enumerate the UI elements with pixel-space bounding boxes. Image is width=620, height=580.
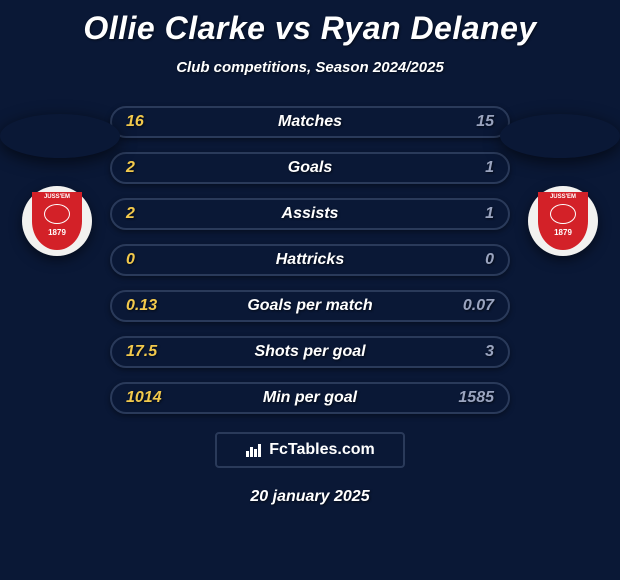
crest-top-text: JUSS'EM — [44, 194, 70, 200]
comparison-content: JUSS'EM 1879 JUSS'EM 1879 16 Matches 15 … — [0, 106, 620, 506]
crest-top-text: JUSS'EM — [550, 194, 576, 200]
stat-row: 17.5 Shots per goal 3 — [110, 336, 510, 368]
team-crest-left: JUSS'EM 1879 — [22, 186, 92, 256]
branding-text: FcTables.com — [269, 441, 375, 459]
stat-label: Shots per goal — [254, 343, 365, 361]
stat-row: 2 Goals 1 — [110, 152, 510, 184]
stat-value-left: 2 — [126, 205, 176, 223]
stat-value-left: 2 — [126, 159, 176, 177]
crest-circle-icon — [550, 204, 576, 224]
stat-row: 0.13 Goals per match 0.07 — [110, 290, 510, 322]
team-crest-right: JUSS'EM 1879 — [528, 186, 598, 256]
crest-circle-icon — [44, 204, 70, 224]
crest-shield-icon: JUSS'EM 1879 — [538, 192, 588, 250]
stat-value-right: 3 — [444, 343, 494, 361]
branding-badge: FcTables.com — [215, 432, 405, 468]
stat-value-left: 0 — [126, 251, 176, 269]
stat-value-right: 1585 — [444, 389, 494, 407]
crest-shield-icon: JUSS'EM 1879 — [32, 192, 82, 250]
stat-label: Assists — [282, 205, 339, 223]
stat-label: Goals per match — [247, 297, 372, 315]
stat-value-left: 1014 — [126, 389, 176, 407]
stat-row: 16 Matches 15 — [110, 106, 510, 138]
stat-row: 2 Assists 1 — [110, 198, 510, 230]
stat-value-left: 17.5 — [126, 343, 176, 361]
page-title: Ollie Clarke vs Ryan Delaney — [0, 0, 620, 47]
stat-rows: 16 Matches 15 2 Goals 1 2 Assists 1 0 Ha… — [110, 106, 510, 414]
stat-value-right: 1 — [444, 205, 494, 223]
stat-value-right: 15 — [444, 113, 494, 131]
stat-label: Min per goal — [263, 389, 357, 407]
stat-label: Matches — [278, 113, 342, 131]
stat-value-right: 0.07 — [444, 297, 494, 315]
date-label: 20 january 2025 — [0, 488, 620, 506]
bar-chart-icon — [245, 441, 263, 459]
stat-label: Hattricks — [276, 251, 344, 269]
stat-value-left: 16 — [126, 113, 176, 131]
stat-value-right: 0 — [444, 251, 494, 269]
subtitle: Club competitions, Season 2024/2025 — [0, 59, 620, 76]
stat-row: 0 Hattricks 0 — [110, 244, 510, 276]
stat-value-right: 1 — [444, 159, 494, 177]
player-oval-left — [0, 114, 120, 158]
stat-value-left: 0.13 — [126, 297, 176, 315]
player-oval-right — [500, 114, 620, 158]
crest-year: 1879 — [554, 228, 572, 237]
stat-row: 1014 Min per goal 1585 — [110, 382, 510, 414]
stat-label: Goals — [288, 159, 332, 177]
crest-year: 1879 — [48, 228, 66, 237]
